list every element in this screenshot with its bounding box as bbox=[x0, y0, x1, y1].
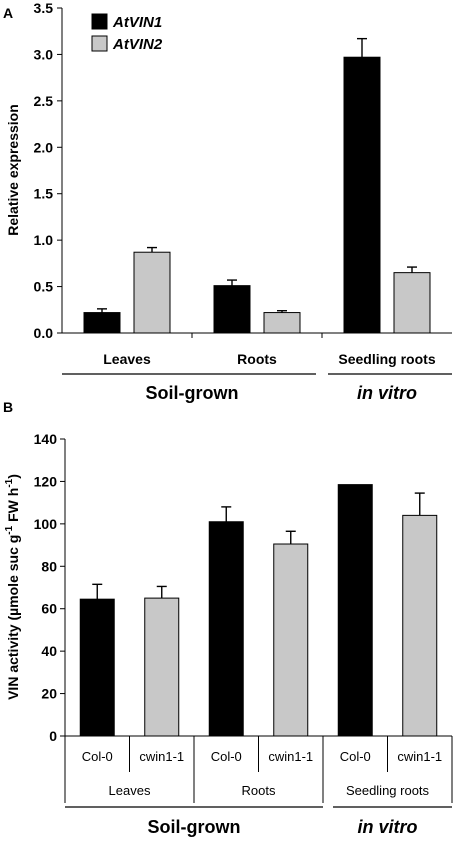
panel-b-y-tick-label: 120 bbox=[34, 473, 58, 489]
panel-b-chart: 0 20 40 60 80 100 120 140 Col-0 cwin1-1 Col-0 cwin1… bbox=[34, 431, 453, 837]
panel-b-ylabel-main: VIN activity (µmole suc g bbox=[5, 535, 21, 700]
panel-b-y-tick-label: 20 bbox=[41, 686, 57, 702]
panel-b-category-label: Col-0 bbox=[340, 749, 371, 764]
panel-b-tissue-label: Roots bbox=[242, 783, 276, 798]
panel-b-label: B bbox=[3, 399, 13, 415]
panel-b-ylabel-end: ) bbox=[5, 474, 21, 479]
panel-b-ylabel: VIN activity (µmole suc g-1 FW h-1) bbox=[4, 474, 21, 700]
panel-a-y-tick-label: 1.5 bbox=[34, 186, 54, 202]
panel-b-bar-col-0 bbox=[208, 521, 244, 737]
panel-b-ylabel-mid: FW h bbox=[5, 488, 21, 526]
panel-a-label: A bbox=[3, 5, 13, 21]
panel-b-bar-cwin1-1 bbox=[402, 514, 438, 737]
panel-b-bar-col-0 bbox=[79, 598, 115, 737]
panel-a-category-label: Roots bbox=[237, 351, 277, 367]
panel-b-y-tick-label: 80 bbox=[41, 558, 57, 574]
panel-b-category-label: cwin1-1 bbox=[268, 749, 313, 764]
panel-b-y-tick-label: 100 bbox=[34, 516, 58, 532]
panel-b-category-label: cwin1-1 bbox=[139, 749, 184, 764]
panel-a-y-tick-label: 0.5 bbox=[34, 279, 54, 295]
panel-a-y-tick-label: 0.0 bbox=[34, 325, 54, 341]
panel-a-category-label: Leaves bbox=[103, 351, 151, 367]
panel-b-category-label: Col-0 bbox=[211, 749, 242, 764]
panel-b-y-tick-label: 40 bbox=[41, 643, 57, 659]
panel-b-y-tick-label: 140 bbox=[34, 431, 58, 447]
panel-b-ylabel-sup2: -1 bbox=[4, 478, 15, 487]
panel-b-y-tick-label: 0 bbox=[49, 728, 57, 744]
panel-a-legend-swatch bbox=[91, 13, 108, 30]
panel-a-category-label: Seedling roots bbox=[338, 351, 435, 367]
panel-b-group-label: Soil-grown bbox=[148, 817, 241, 837]
panel-b-ylabel-sup1: -1 bbox=[4, 525, 15, 534]
panel-a-ylabel: Relative expression bbox=[5, 104, 21, 236]
panel-a-y-tick-label: 3.5 bbox=[34, 0, 54, 16]
panel-a-bar-atvin1-seedling-roots bbox=[343, 56, 381, 334]
panel-b-bar-col-0 bbox=[337, 484, 373, 737]
panel-b-bar-cwin1-1 bbox=[144, 597, 180, 737]
panel-a-y-tick-label: 3.0 bbox=[34, 46, 54, 62]
panel-b-y-tick-label: 60 bbox=[41, 601, 57, 617]
panel-a-chart: 0.0 0.5 1.0 1.5 2.0 2.5 3.0 3.5 Leaves Roots Seedl… bbox=[34, 0, 452, 403]
panel-a-y-tick-label: 2.0 bbox=[34, 139, 54, 155]
panel-a-bar-atvin1-leaves bbox=[83, 312, 121, 334]
panel-b-tissue-label: Leaves bbox=[109, 783, 151, 798]
panel-a-group-label: in vitro bbox=[357, 383, 417, 403]
panel-b-category-label: cwin1-1 bbox=[397, 749, 442, 764]
panel-a-legend-label: AtVIN1 bbox=[112, 14, 162, 31]
panel-b-category-label: Col-0 bbox=[82, 749, 113, 764]
panel-a-bar-atvin2-leaves bbox=[133, 251, 171, 334]
panel-a-legend-label: AtVIN2 bbox=[112, 36, 163, 53]
panel-b-tissue-label: Seedling roots bbox=[346, 783, 430, 798]
panel-b-group-label: in vitro bbox=[357, 817, 417, 837]
panel-a-bar-atvin1-roots bbox=[213, 285, 251, 334]
panel-a-bar-atvin2-roots bbox=[263, 312, 301, 334]
panel-a-bar-atvin2-seedling-roots bbox=[393, 272, 431, 334]
panel-b-bar-cwin1-1 bbox=[273, 543, 309, 737]
panel-a-legend-swatch bbox=[91, 35, 108, 52]
panel-a-y-tick-label: 1.0 bbox=[34, 232, 54, 248]
panel-a-y-tick-label: 2.5 bbox=[34, 93, 54, 109]
panel-a-group-label: Soil-grown bbox=[146, 383, 239, 403]
